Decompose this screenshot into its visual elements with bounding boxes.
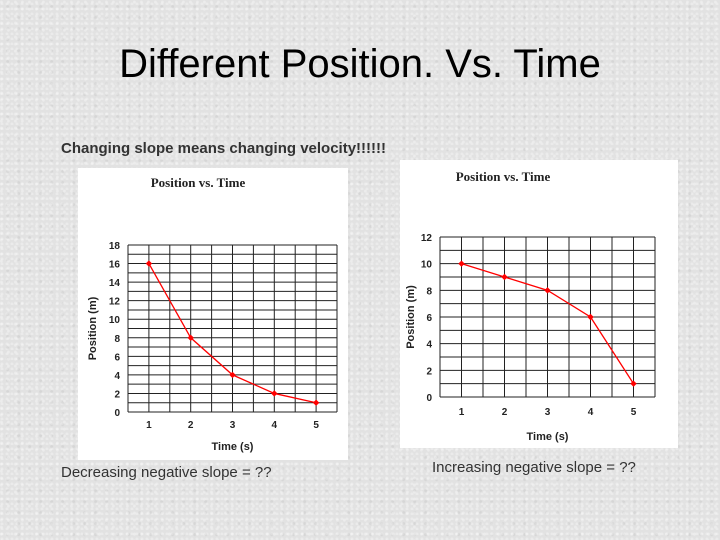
y-tick-label: 14 xyxy=(109,278,121,289)
x-tick-label: 5 xyxy=(313,420,319,431)
y-tick-label: 10 xyxy=(109,315,121,326)
x-axis-label: Time (s) xyxy=(527,431,569,443)
x-tick-label: 3 xyxy=(230,420,236,431)
data-point xyxy=(501,273,508,281)
y-tick-label: 10 xyxy=(421,260,433,271)
y-axis-label: Position (m) xyxy=(405,285,417,349)
y-tick-label: 0 xyxy=(426,393,432,404)
data-point xyxy=(312,399,320,406)
data-point xyxy=(587,313,594,321)
x-tick-label: 2 xyxy=(188,420,194,431)
x-tick-label: 1 xyxy=(146,420,152,431)
x-tick-label: 2 xyxy=(502,407,508,418)
chart-panel xyxy=(78,168,348,460)
x-tick-label: 1 xyxy=(459,407,465,418)
y-tick-label: 8 xyxy=(426,286,432,297)
data-point xyxy=(630,380,637,387)
y-tick-label: 8 xyxy=(114,334,120,345)
y-axis-label: Position (m) xyxy=(87,296,99,360)
y-tick-label: 4 xyxy=(114,371,120,382)
data-point xyxy=(187,334,194,341)
y-tick-label: 2 xyxy=(426,366,432,377)
x-tick-label: 4 xyxy=(272,420,278,431)
y-tick-label: 6 xyxy=(426,313,432,324)
y-tick-label: 18 xyxy=(109,241,121,252)
y-tick-label: 2 xyxy=(114,389,120,400)
y-tick-label: 6 xyxy=(114,352,120,363)
x-tick-label: 5 xyxy=(631,407,637,418)
slide-subtitle: Changing slope means changing velocity!!… xyxy=(61,140,387,157)
y-tick-label: 12 xyxy=(109,297,121,308)
chart-title: Position vs. Time xyxy=(151,175,246,190)
x-tick-label: 4 xyxy=(588,407,594,418)
data-point xyxy=(145,260,153,267)
data-point xyxy=(544,287,551,294)
caption-left: Decreasing negative slope = ?? xyxy=(61,464,272,481)
caption-right: Increasing negative slope = ?? xyxy=(432,459,636,476)
chart-title: Position vs. Time xyxy=(456,169,551,184)
data-point xyxy=(271,390,278,397)
y-tick-label: 16 xyxy=(109,260,121,271)
data-point xyxy=(458,260,465,267)
slide-title: Different Position. Vs. Time xyxy=(119,42,601,86)
y-tick-label: 4 xyxy=(426,340,432,351)
x-tick-label: 3 xyxy=(545,407,551,418)
x-axis-label: Time (s) xyxy=(212,441,254,453)
y-tick-label: 12 xyxy=(421,233,433,244)
data-point xyxy=(229,371,236,379)
y-tick-label: 0 xyxy=(114,408,120,419)
